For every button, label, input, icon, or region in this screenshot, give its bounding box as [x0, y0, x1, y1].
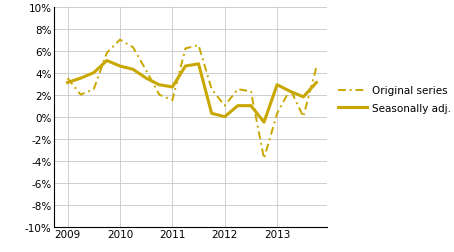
Seasonally adj.	[274, 84, 280, 87]
Original series	[78, 94, 84, 97]
Original series	[143, 70, 149, 73]
Original series	[248, 90, 254, 93]
Line: Seasonally adj.: Seasonally adj.	[68, 61, 316, 123]
Seasonally adj.	[130, 69, 136, 72]
Seasonally adj.	[248, 105, 254, 108]
Original series	[301, 116, 306, 119]
Original series	[235, 88, 241, 91]
Original series	[196, 44, 201, 47]
Seasonally adj.	[209, 112, 214, 115]
Original series	[222, 105, 227, 108]
Seasonally adj.	[157, 84, 162, 87]
Legend: Original series, Seasonally adj.: Original series, Seasonally adj.	[337, 86, 451, 113]
Seasonally adj.	[301, 96, 306, 99]
Seasonally adj.	[170, 86, 175, 89]
Original series	[209, 88, 214, 91]
Seasonally adj.	[183, 65, 188, 68]
Original series	[91, 88, 97, 91]
Seasonally adj.	[235, 105, 241, 108]
Original series	[104, 52, 109, 55]
Seasonally adj.	[196, 63, 201, 66]
Original series	[287, 88, 293, 91]
Seasonally adj.	[117, 65, 123, 68]
Seasonally adj.	[222, 116, 227, 119]
Original series	[183, 48, 188, 51]
Seasonally adj.	[287, 90, 293, 93]
Seasonally adj.	[104, 60, 109, 63]
Original series	[65, 77, 70, 80]
Original series	[157, 94, 162, 97]
Seasonally adj.	[65, 82, 70, 85]
Original series	[274, 112, 280, 115]
Original series	[262, 157, 267, 160]
Seasonally adj.	[143, 77, 149, 80]
Seasonally adj.	[91, 72, 97, 75]
Seasonally adj.	[314, 82, 319, 85]
Seasonally adj.	[78, 77, 84, 80]
Original series	[314, 66, 319, 69]
Line: Original series: Original series	[68, 40, 316, 159]
Original series	[130, 47, 136, 50]
Original series	[170, 99, 175, 102]
Original series	[117, 39, 123, 42]
Seasonally adj.	[262, 121, 267, 124]
